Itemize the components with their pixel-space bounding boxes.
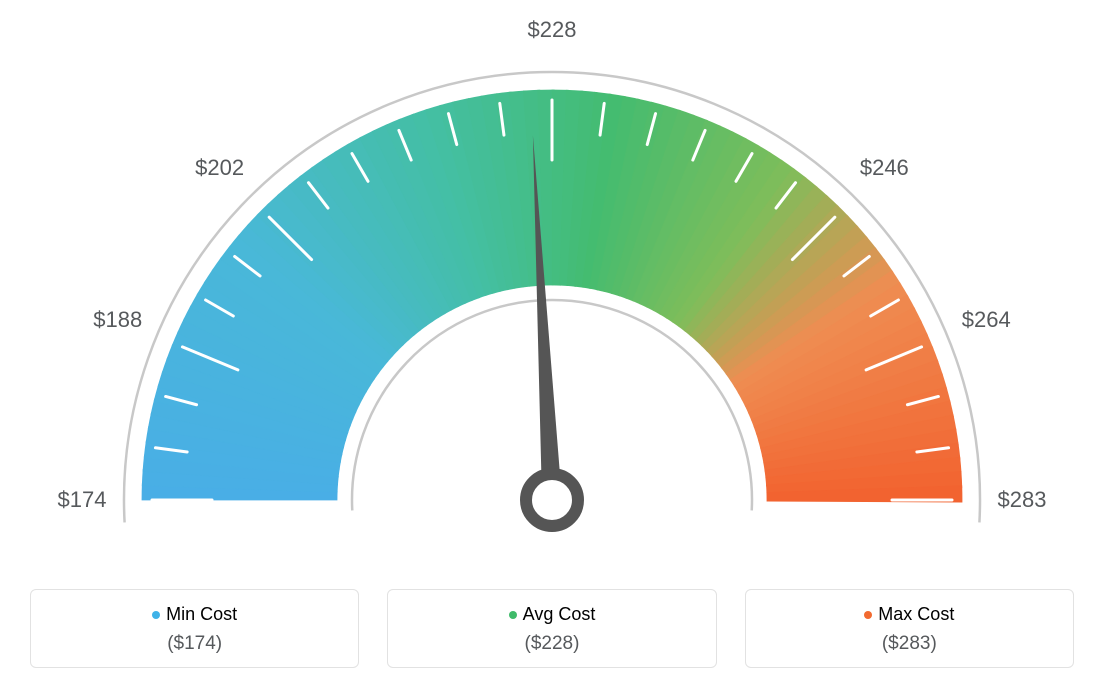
legend-row: Min Cost ($174) Avg Cost ($228) Max Cost… [0,589,1104,668]
legend-avg-dot [509,611,517,619]
gauge-tick-label: $188 [93,307,142,333]
legend-max-dot [864,611,872,619]
gauge-chart-container: $174 $188 $202 $228 $246 $264 $283 Min Cost ($… [0,0,1104,690]
gauge-tick-label: $174 [58,487,107,513]
gauge-area: $174 $188 $202 $228 $246 $264 $283 [0,0,1104,570]
legend-min-title: Min Cost [41,604,348,625]
gauge-tick-label: $228 [528,17,577,43]
legend-max-label: Max Cost [878,604,954,624]
gauge-tick-label: $283 [998,487,1047,513]
legend-min: Min Cost ($174) [30,589,359,668]
legend-min-label: Min Cost [166,604,237,624]
legend-max-title: Max Cost [756,604,1063,625]
legend-avg: Avg Cost ($228) [387,589,716,668]
legend-avg-value: ($228) [398,633,705,655]
legend-max-value: ($283) [756,633,1063,655]
legend-min-dot [152,611,160,619]
gauge-tick-label: $246 [860,155,909,181]
gauge-tick-label: $264 [962,307,1011,333]
legend-max: Max Cost ($283) [745,589,1074,668]
legend-avg-title: Avg Cost [398,604,705,625]
legend-avg-label: Avg Cost [523,604,596,624]
gauge-tick-label: $202 [195,155,244,181]
gauge-svg [0,0,1104,570]
legend-min-value: ($174) [41,633,348,655]
